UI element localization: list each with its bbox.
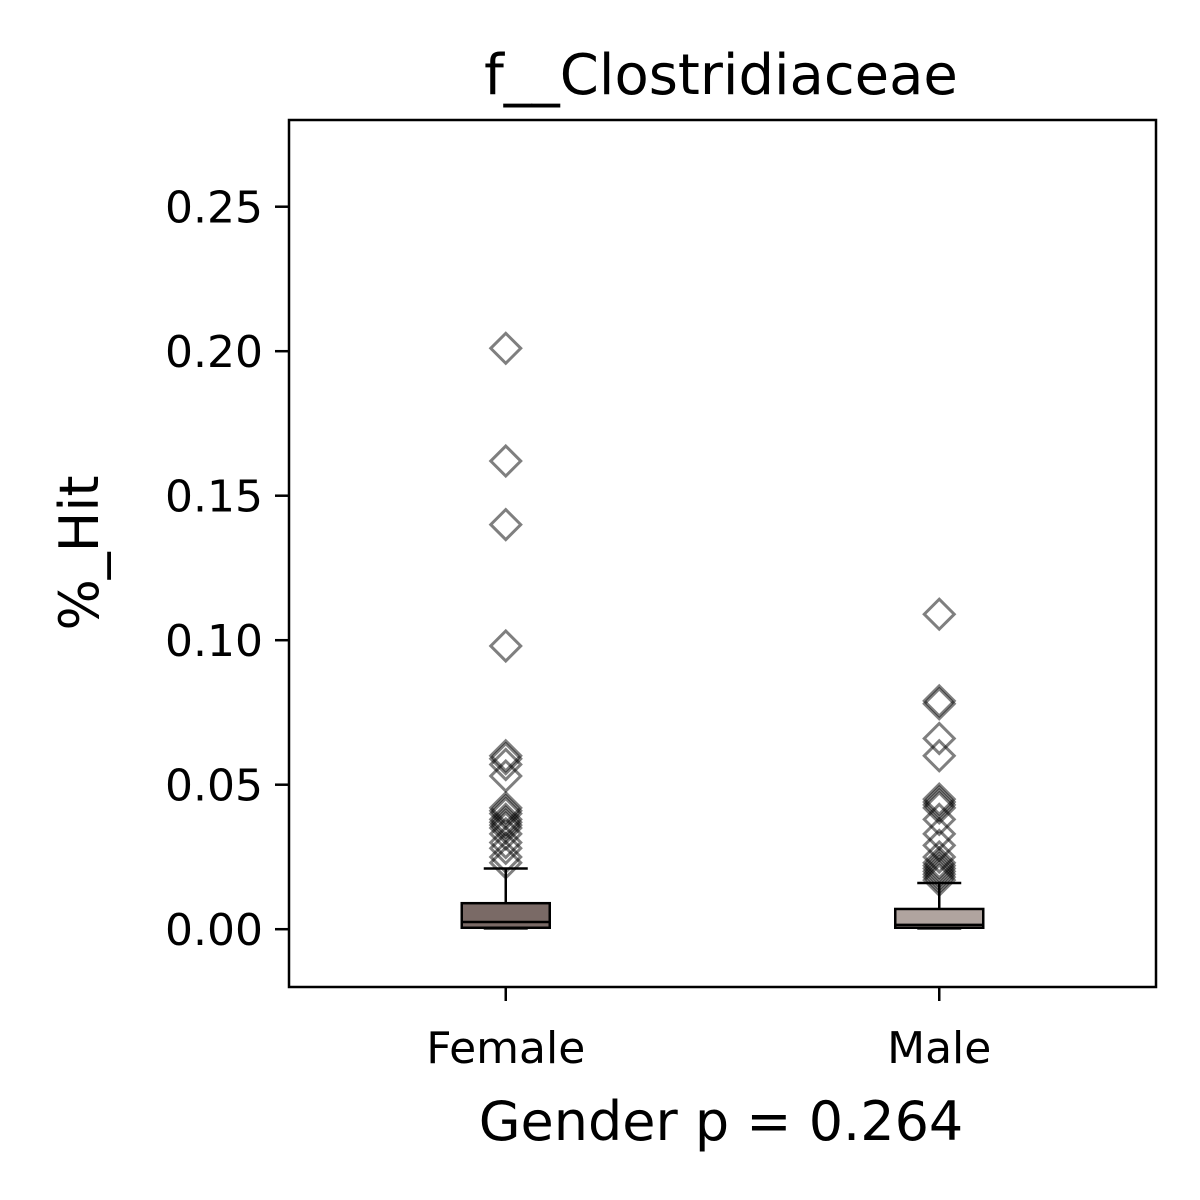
outlier-point <box>488 331 523 366</box>
x-tick-label: Male <box>887 1023 991 1074</box>
outlier-point <box>488 443 523 479</box>
y-tick-label: 0.10 <box>165 616 263 667</box>
y-tick-label: 0.05 <box>165 761 263 812</box>
outlier-point <box>922 845 957 880</box>
outlier-point <box>922 721 957 756</box>
outlier-point <box>922 683 957 719</box>
outlier-point <box>922 802 957 837</box>
outlier-point <box>922 848 957 883</box>
box-body <box>894 907 985 930</box>
outlier-point <box>488 628 523 664</box>
outlier-point <box>488 738 523 773</box>
box-male <box>894 597 985 930</box>
outlier-point <box>922 790 957 825</box>
outlier-point <box>488 790 523 825</box>
y-tick-label: 0.25 <box>165 183 263 234</box>
x-axis-label: Gender p = 0.264 <box>479 1090 964 1153</box>
y-tick-label: 0.00 <box>165 905 263 956</box>
outlier-point <box>922 839 957 875</box>
outlier-point <box>488 831 523 866</box>
y-axis-label: %_Hit <box>48 475 111 630</box>
y-axis: 0.00 0.05 0.10 0.15 0.20 0.25 <box>165 183 289 956</box>
outlier-point <box>488 805 523 840</box>
chart-title: f__Clostridiaceae <box>484 43 958 108</box>
box-series <box>460 331 985 930</box>
box-body <box>460 901 551 930</box>
box-female <box>460 331 551 930</box>
outlier-point <box>488 741 523 776</box>
outlier-point <box>488 825 523 860</box>
outlier-point <box>922 597 957 632</box>
y-tick-label: 0.20 <box>165 327 263 378</box>
outlier-point <box>922 782 957 817</box>
outlier-point <box>488 747 523 782</box>
x-tick-label: Female <box>426 1023 585 1074</box>
y-tick-label: 0.15 <box>165 472 263 523</box>
outlier-point <box>922 686 957 721</box>
plot-frame <box>287 118 1158 989</box>
outlier-point <box>922 738 957 773</box>
outlier-point <box>488 507 523 542</box>
x-axis: Female Male <box>426 987 991 1074</box>
outlier-point <box>488 758 523 794</box>
